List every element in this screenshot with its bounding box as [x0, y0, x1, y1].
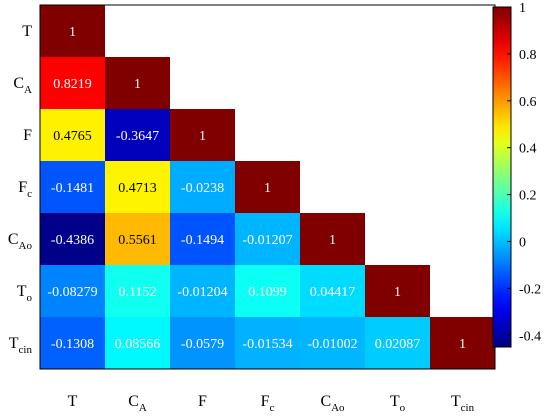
colorbar-tick-label: 0.2 — [519, 189, 537, 204]
colorbar-tick-label: 0 — [519, 235, 526, 250]
cell-value-label: 1 — [199, 129, 206, 144]
heatmap-cell — [235, 265, 300, 317]
y-tick-label: F — [23, 127, 32, 144]
cell-value-label: -0.0579 — [181, 337, 224, 352]
heatmap-cell — [40, 265, 105, 317]
cell-value-label: 0.8219 — [53, 77, 92, 92]
y-tick-labels: T CA F Fc CAo To Tcin — [8, 23, 33, 356]
y-tick-label: Fc — [18, 179, 32, 200]
cell-value-label: -0.01002 — [307, 337, 357, 352]
heatmap-cell — [105, 161, 170, 213]
x-tick-label: F — [198, 393, 207, 410]
cell-value-label: 0.08566 — [115, 337, 161, 352]
heatmap-cell — [235, 317, 300, 369]
heatmap-cells: 1 0.8219 1 0.4765 -0.3647 1 -0.1481 0.4713 -0.02… — [40, 5, 495, 369]
y-tick-label: To — [17, 283, 33, 304]
colorbar-tick-label: 0.4 — [519, 142, 537, 157]
heatmap-cell — [105, 109, 170, 161]
colorbar-tick-label: 0.6 — [519, 95, 537, 110]
heatmap-cell — [170, 109, 235, 161]
cell-value-label: 1 — [394, 285, 401, 300]
cell-value-label: -0.08279 — [47, 285, 97, 300]
heatmap-cell — [365, 265, 430, 317]
cell-value-label: 0.02087 — [375, 337, 421, 352]
cell-value-label: 1 — [134, 77, 141, 92]
x-tick-label: To — [390, 393, 406, 414]
colorbar — [492, 6, 512, 348]
x-tick-label: T — [68, 393, 78, 410]
cell-value-label: 0.1152 — [119, 285, 157, 300]
x-tick-label: Tcin — [451, 393, 475, 414]
heatmap-cell — [105, 317, 170, 369]
colorbar-tick-label: 1 — [519, 1, 526, 16]
heatmap-cell — [40, 109, 105, 161]
colorbar-tick-label: -0.4 — [519, 329, 541, 344]
heatmap-cell — [300, 317, 365, 369]
x-tick-label: Fc — [261, 393, 275, 414]
heatmap-cell — [365, 317, 430, 369]
cell-value-label: 0.4713 — [118, 181, 157, 196]
cell-value-label: 1 — [264, 181, 271, 196]
heatmap-cell — [430, 317, 495, 369]
heatmap-cell — [235, 213, 300, 265]
x-tick-label: CA — [128, 393, 147, 414]
y-tick-label: CAo — [8, 231, 33, 252]
cell-value-label: -0.4386 — [51, 233, 94, 248]
heatmap-cell — [300, 265, 365, 317]
x-tick-labels: T CA F Fc CAo To Tcin — [68, 393, 475, 414]
heatmap-cell — [40, 317, 105, 369]
heatmap-cell — [170, 213, 235, 265]
cell-value-label: 1 — [69, 25, 76, 40]
colorbar-tick-label: 0.8 — [519, 48, 537, 63]
cell-value-label: -0.0238 — [181, 181, 224, 196]
y-tick-label: Tcin — [9, 335, 33, 356]
y-tick-label: CA — [13, 75, 32, 96]
heatmap-cell — [170, 265, 235, 317]
cell-value-label: -0.1494 — [181, 233, 224, 248]
cell-value-label: -0.1308 — [51, 337, 94, 352]
heatmap-cell — [40, 57, 105, 109]
heatmap-cell — [40, 213, 105, 265]
cell-value-label: 0.1099 — [248, 285, 287, 300]
cell-value-label: -0.1481 — [51, 181, 94, 196]
cell-value-label: 0.5561 — [118, 233, 157, 248]
x-tick-label: CAo — [320, 393, 345, 414]
heatmap-cell — [40, 161, 105, 213]
cell-value-label: -0.3647 — [116, 129, 159, 144]
heatmap-cell — [170, 317, 235, 369]
heatmap-cell — [105, 57, 170, 109]
y-tick-label: T — [22, 23, 32, 40]
heatmap-cell — [170, 161, 235, 213]
cell-value-label: 0.04417 — [310, 285, 356, 300]
heatmap-cell — [105, 265, 170, 317]
cell-value-label: -0.01204 — [177, 285, 227, 300]
heatmap-cell — [235, 161, 300, 213]
heatmap-cell — [105, 213, 170, 265]
cell-value-label: -0.01207 — [242, 233, 292, 248]
cell-value-label: -0.01534 — [242, 337, 292, 352]
colorbar-tick-label: -0.2 — [519, 282, 541, 297]
heatmap-cell — [40, 5, 105, 57]
heatmap-cell — [300, 213, 365, 265]
cell-value-label: 1 — [459, 337, 466, 352]
cell-value-label: 0.4765 — [53, 129, 92, 144]
colorbar-ticks: 1 0.8 0.6 0.4 0.2 0 -0.2 -0.4 — [507, 1, 541, 344]
cell-value-label: 1 — [329, 233, 336, 248]
